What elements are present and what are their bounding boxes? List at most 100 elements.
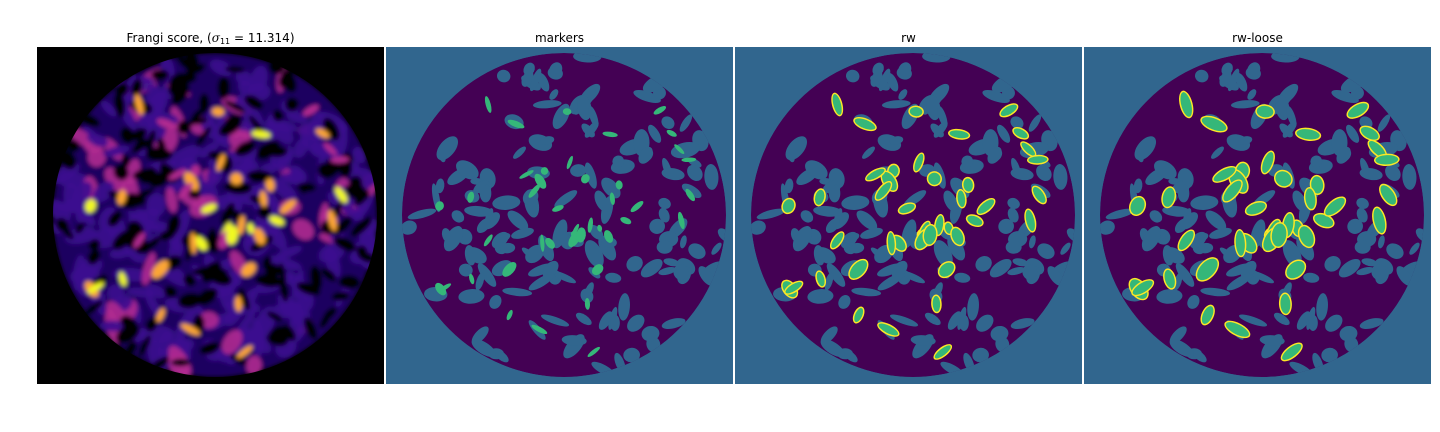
segment-region	[1162, 187, 1175, 207]
frangi-vessel	[147, 91, 168, 118]
segment-region	[1360, 127, 1379, 140]
frangi-bright-vessel	[269, 215, 285, 226]
segment-region	[854, 118, 876, 130]
frangi-gap	[195, 126, 212, 147]
background-gap	[989, 258, 1012, 278]
segment-region	[1246, 202, 1266, 215]
frangi-gap	[157, 137, 167, 154]
background-gap	[1249, 270, 1274, 284]
frangi-title-suffix: = 11.314)	[230, 31, 295, 45]
frangi-gap	[199, 341, 220, 355]
background-gap	[649, 218, 666, 234]
frangi-bright-vessel	[156, 308, 165, 323]
frangi-vessel	[246, 355, 262, 377]
background-gap	[1162, 205, 1192, 217]
frangi-gap	[192, 266, 218, 276]
frangi-bright-vessel	[151, 260, 169, 279]
segment-region	[1130, 197, 1145, 215]
frangi-bright-vessel	[168, 168, 187, 180]
markers-title: markers	[534, 31, 585, 45]
segment-region	[1380, 185, 1396, 205]
frangi-bright-vessel	[190, 232, 197, 254]
background-gap	[496, 69, 511, 83]
frangi-gap	[278, 262, 287, 287]
background-gap	[471, 339, 496, 358]
segment-region	[1262, 152, 1274, 173]
frangi-gap	[267, 145, 287, 158]
segment-region	[1201, 117, 1227, 132]
background-gap	[1227, 68, 1240, 92]
segment-region	[1286, 260, 1305, 279]
background-gap	[1331, 89, 1359, 104]
frangi-gap	[130, 188, 155, 202]
background-gap	[648, 124, 662, 143]
marker-seed	[587, 346, 600, 357]
frangi-gap	[199, 93, 210, 114]
frangi-vessel	[263, 255, 302, 271]
frangi-bright-vessel	[226, 225, 238, 245]
frangi-gap	[234, 140, 256, 156]
frangi-vessel	[86, 133, 109, 147]
background-gap	[1174, 218, 1189, 234]
background-gap	[494, 232, 511, 244]
background-gap	[658, 207, 670, 223]
background-gap	[1247, 89, 1257, 100]
background-gap	[435, 178, 445, 194]
frangi-vessel	[275, 245, 302, 260]
background-gap	[588, 105, 599, 128]
background-gap	[1060, 242, 1071, 255]
background-gap	[1211, 146, 1224, 159]
background-gap	[1175, 263, 1195, 287]
background-gap	[825, 218, 840, 234]
background-gap	[1356, 197, 1369, 209]
background-gap	[976, 314, 994, 332]
segment-region	[866, 168, 885, 181]
frangi-score-image	[37, 47, 384, 384]
background-gap	[679, 114, 693, 132]
background-gap	[807, 289, 834, 304]
background-gap	[910, 335, 936, 346]
background-gap	[679, 235, 687, 249]
frangi-gap	[138, 335, 151, 357]
background-gap	[1154, 160, 1177, 180]
marker-seed	[540, 167, 549, 175]
background-gap	[1259, 335, 1285, 346]
background-gap	[820, 339, 845, 358]
segment-region	[1225, 322, 1249, 337]
background-gap	[492, 195, 521, 210]
frangi-gap	[87, 249, 101, 265]
background-gap	[561, 335, 587, 346]
frangi-bright-vessel	[279, 199, 297, 214]
frangi-gap	[206, 230, 220, 254]
background-gap	[886, 72, 899, 92]
background-gap	[792, 226, 812, 252]
frangi-gap	[112, 229, 135, 250]
frangi-title-subscript: 11	[219, 37, 231, 46]
marker-seed	[502, 261, 517, 277]
background-gap	[947, 311, 962, 330]
marker-seed	[681, 157, 697, 163]
background-gap	[1409, 242, 1420, 255]
background-gap	[1230, 100, 1260, 109]
frangi-bright-vessel	[118, 271, 127, 287]
segment-region	[935, 215, 944, 235]
frangi-vessel	[63, 199, 88, 213]
background-gap	[540, 136, 555, 145]
frangi-vessel	[199, 141, 219, 158]
frangi-gap	[194, 63, 206, 74]
background-gap	[889, 136, 904, 145]
background-gap	[1396, 266, 1413, 286]
marker-seed	[571, 223, 580, 237]
marker-seed	[484, 96, 492, 113]
background-gap	[926, 95, 941, 121]
background-gap	[800, 210, 814, 223]
frangi-gap	[159, 229, 176, 241]
segment-region	[1271, 223, 1287, 247]
background-gap	[570, 164, 587, 177]
background-gap	[580, 288, 594, 303]
background-gap	[1149, 210, 1163, 223]
frangi-gap	[303, 317, 318, 340]
background-gap	[1028, 114, 1042, 132]
frangi-gap	[164, 285, 178, 298]
background-gap	[1356, 267, 1375, 276]
